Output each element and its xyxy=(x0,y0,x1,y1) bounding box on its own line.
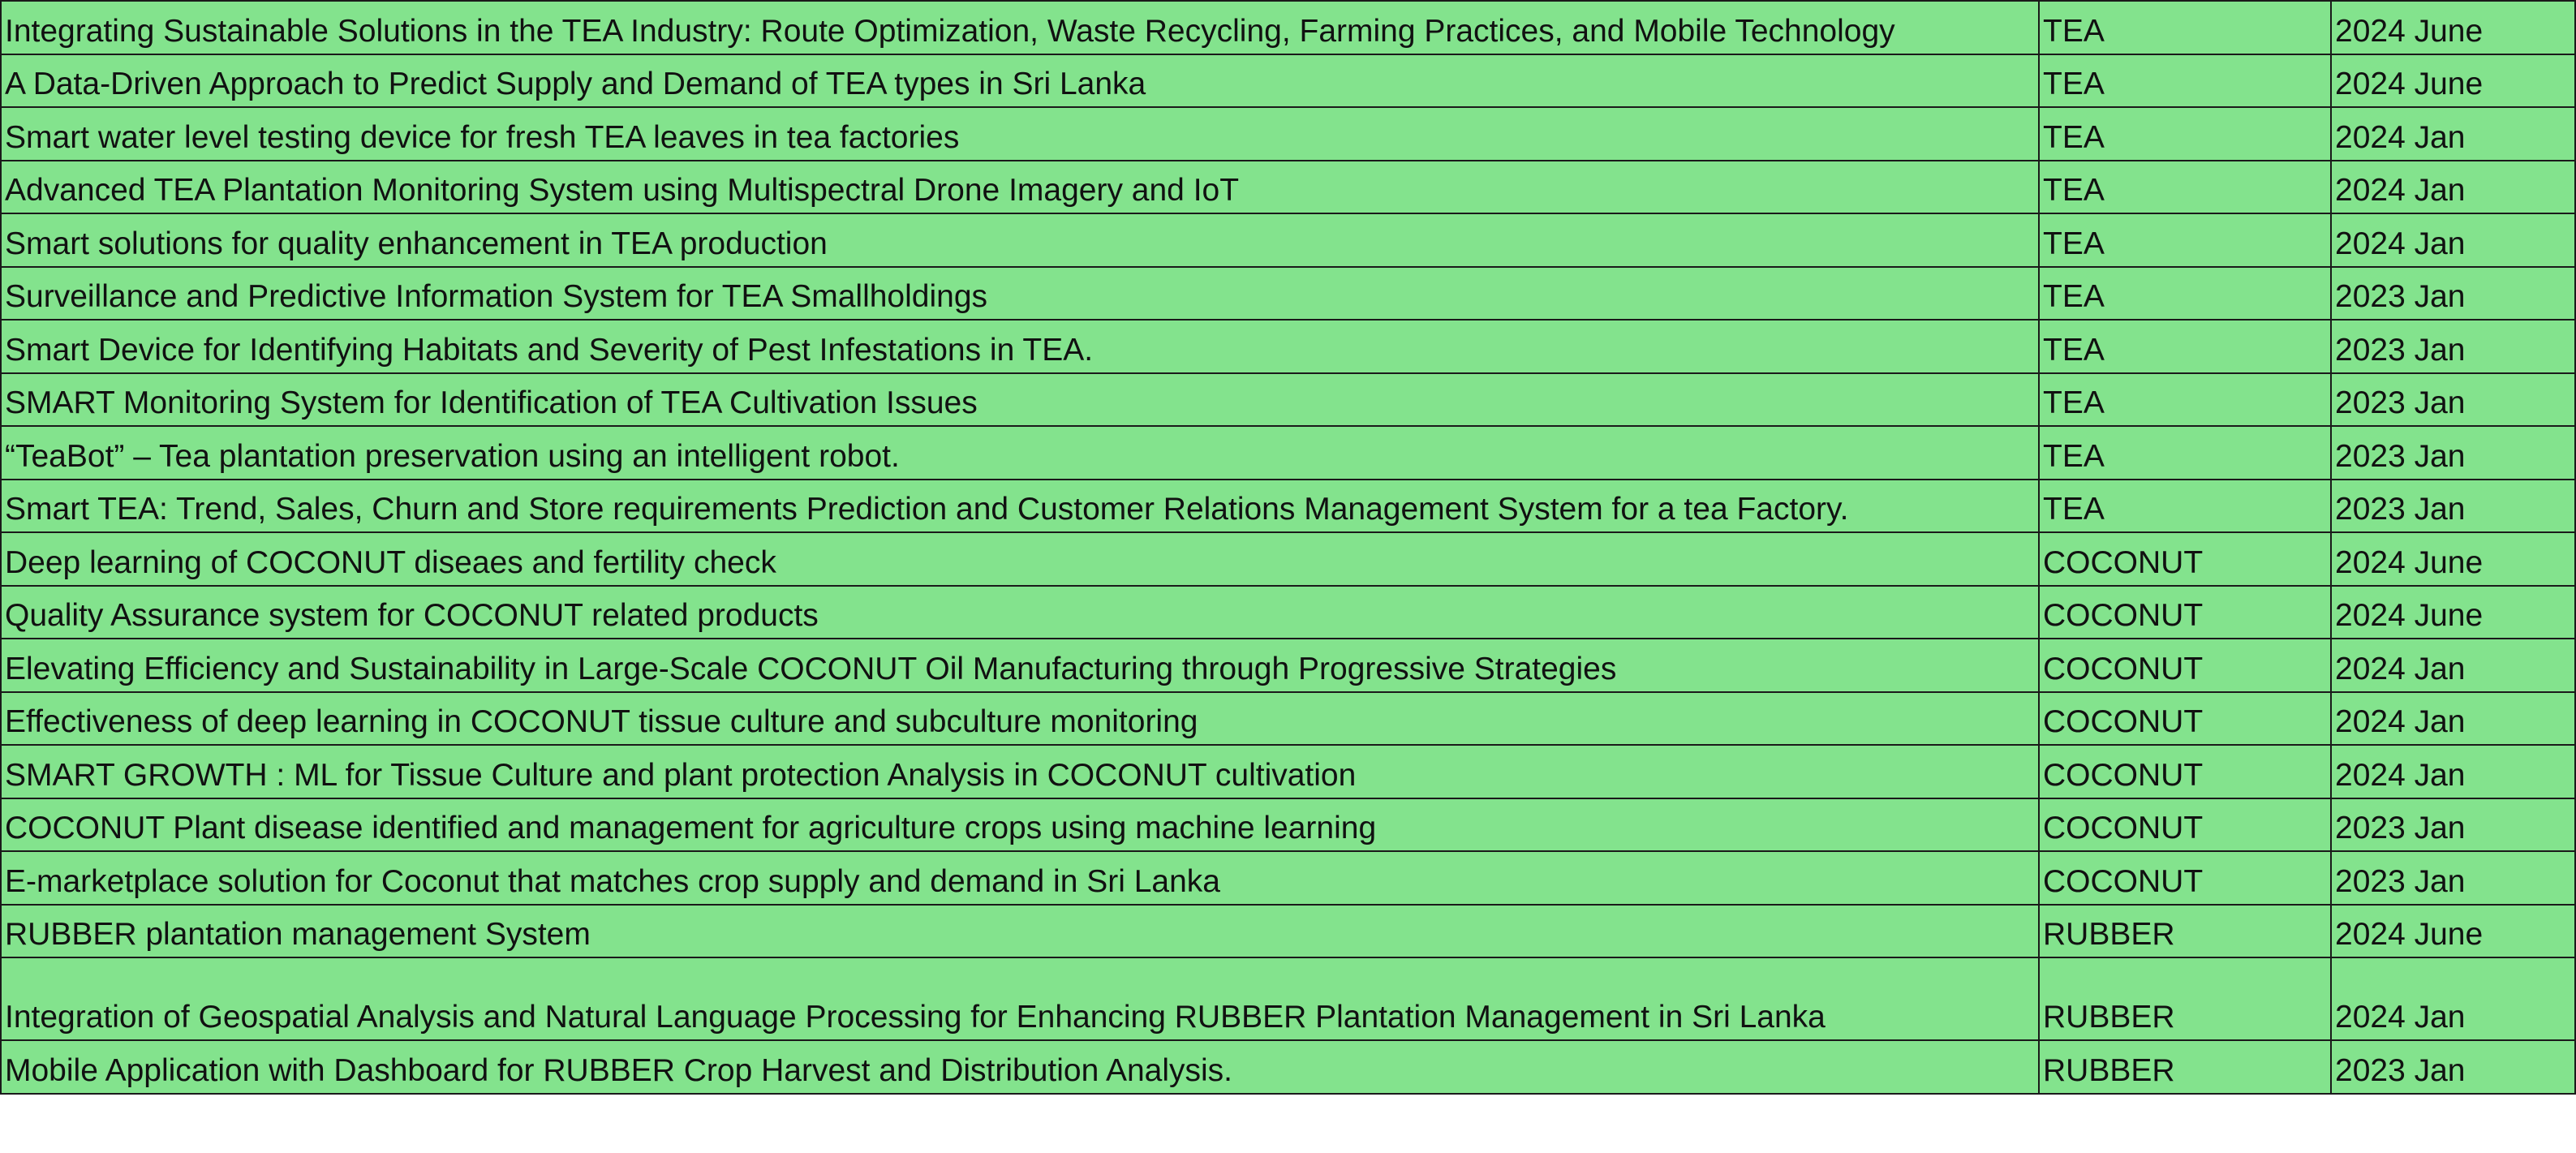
crop-cell[interactable]: COCONUT xyxy=(2038,744,2332,799)
project-title-cell[interactable]: Quality Assurance system for COCONUT rel… xyxy=(0,584,2040,639)
crop-cell[interactable]: COCONUT xyxy=(2038,691,2332,746)
project-title-cell[interactable]: Integration of Geospatial Analysis and N… xyxy=(0,957,2040,1041)
period-cell[interactable]: 2024 June xyxy=(2330,531,2576,587)
period-cell[interactable]: 2024 Jan xyxy=(2330,744,2576,799)
table-row: Elevating Efficiency and Sustainability … xyxy=(0,638,2576,693)
project-title-cell[interactable]: Advanced TEA Plantation Monitoring Syste… xyxy=(0,159,2040,214)
crop-cell[interactable]: TEA xyxy=(2038,53,2332,108)
table-row: A Data-Driven Approach to Predict Supply… xyxy=(0,53,2576,108)
table-row: RUBBER plantation management System RUBB… xyxy=(0,903,2576,958)
period-cell[interactable]: 2024 June xyxy=(2330,584,2576,639)
project-title-cell[interactable]: Smart Device for Identifying Habitats an… xyxy=(0,319,2040,374)
crop-cell[interactable]: COCONUT xyxy=(2038,638,2332,693)
table-row: Smart Device for Identifying Habitats an… xyxy=(0,319,2576,374)
crop-cell[interactable]: TEA xyxy=(2038,213,2332,268)
period-cell[interactable]: 2023 Jan xyxy=(2330,372,2576,427)
crop-cell[interactable]: COCONUT xyxy=(2038,797,2332,852)
period-cell[interactable]: 2024 Jan xyxy=(2330,159,2576,214)
table-row: Mobile Application with Dashboard for RU… xyxy=(0,1039,2576,1095)
crop-cell[interactable]: TEA xyxy=(2038,478,2332,533)
period-cell[interactable]: 2023 Jan xyxy=(2330,265,2576,321)
project-title-cell[interactable]: SMART Monitoring System for Identificati… xyxy=(0,372,2040,427)
period-cell[interactable]: 2023 Jan xyxy=(2330,478,2576,533)
crop-cell[interactable]: TEA xyxy=(2038,159,2332,214)
crop-cell[interactable]: COCONUT xyxy=(2038,584,2332,639)
project-title-cell[interactable]: SMART GROWTH : ML for Tissue Culture and… xyxy=(0,744,2040,799)
table-row: Smart TEA: Trend, Sales, Churn and Store… xyxy=(0,478,2576,533)
project-title-cell[interactable]: Smart water level testing device for fre… xyxy=(0,106,2040,161)
period-cell[interactable]: 2023 Jan xyxy=(2330,850,2576,906)
period-cell[interactable]: 2024 Jan xyxy=(2330,638,2576,693)
table-row: “TeaBot” – Tea plantation preservation u… xyxy=(0,425,2576,480)
period-cell[interactable]: 2024 June xyxy=(2330,53,2576,108)
table-row: COCONUT Plant disease identified and man… xyxy=(0,797,2576,852)
project-title-cell[interactable]: COCONUT Plant disease identified and man… xyxy=(0,797,2040,852)
crop-cell[interactable]: RUBBER xyxy=(2038,1039,2332,1095)
period-cell[interactable]: 2023 Jan xyxy=(2330,425,2576,480)
project-title-cell[interactable]: E-marketplace solution for Coconut that … xyxy=(0,850,2040,906)
table-row: SMART GROWTH : ML for Tissue Culture and… xyxy=(0,744,2576,799)
period-cell[interactable]: 2024 June xyxy=(2330,903,2576,958)
period-cell[interactable]: 2023 Jan xyxy=(2330,1039,2576,1095)
project-title-cell[interactable]: RUBBER plantation management System xyxy=(0,903,2040,958)
table-row: SMART Monitoring System for Identificati… xyxy=(0,372,2576,427)
table-row: Effectiveness of deep learning in COCONU… xyxy=(0,691,2576,746)
crop-cell[interactable]: COCONUT xyxy=(2038,850,2332,906)
table-row: Advanced TEA Plantation Monitoring Syste… xyxy=(0,159,2576,214)
project-title-cell[interactable]: Smart TEA: Trend, Sales, Churn and Store… xyxy=(0,478,2040,533)
project-title-cell[interactable]: Smart solutions for quality enhancement … xyxy=(0,213,2040,268)
crop-cell[interactable]: COCONUT xyxy=(2038,531,2332,587)
project-title-cell[interactable]: “TeaBot” – Tea plantation preservation u… xyxy=(0,425,2040,480)
table-row: Quality Assurance system for COCONUT rel… xyxy=(0,584,2576,639)
period-cell[interactable]: 2023 Jan xyxy=(2330,797,2576,852)
project-title-cell[interactable]: Surveillance and Predictive Information … xyxy=(0,265,2040,321)
period-cell[interactable]: 2024 Jan xyxy=(2330,213,2576,268)
project-title-cell[interactable]: Mobile Application with Dashboard for RU… xyxy=(0,1039,2040,1095)
table-row: Smart solutions for quality enhancement … xyxy=(0,213,2576,268)
crop-cell[interactable]: TEA xyxy=(2038,372,2332,427)
project-title-cell[interactable]: Integrating Sustainable Solutions in the… xyxy=(0,0,2040,55)
crop-cell[interactable]: TEA xyxy=(2038,0,2332,55)
table-row: Deep learning of COCONUT diseaes and fer… xyxy=(0,531,2576,587)
project-table: Integrating Sustainable Solutions in the… xyxy=(0,0,2576,1095)
crop-cell[interactable]: TEA xyxy=(2038,425,2332,480)
period-cell[interactable]: 2024 June xyxy=(2330,0,2576,55)
crop-cell[interactable]: TEA xyxy=(2038,106,2332,161)
table-row: Integration of Geospatial Analysis and N… xyxy=(0,957,2576,1041)
table-row: Surveillance and Predictive Information … xyxy=(0,265,2576,321)
table-row: Integrating Sustainable Solutions in the… xyxy=(0,0,2576,55)
period-cell[interactable]: 2023 Jan xyxy=(2330,319,2576,374)
crop-cell[interactable]: RUBBER xyxy=(2038,957,2332,1041)
crop-cell[interactable]: RUBBER xyxy=(2038,903,2332,958)
project-title-cell[interactable]: A Data-Driven Approach to Predict Supply… xyxy=(0,53,2040,108)
crop-cell[interactable]: TEA xyxy=(2038,319,2332,374)
table-row: E-marketplace solution for Coconut that … xyxy=(0,850,2576,906)
table-row: Smart water level testing device for fre… xyxy=(0,106,2576,161)
project-title-cell[interactable]: Effectiveness of deep learning in COCONU… xyxy=(0,691,2040,746)
crop-cell[interactable]: TEA xyxy=(2038,265,2332,321)
period-cell[interactable]: 2024 Jan xyxy=(2330,957,2576,1041)
project-title-cell[interactable]: Elevating Efficiency and Sustainability … xyxy=(0,638,2040,693)
period-cell[interactable]: 2024 Jan xyxy=(2330,691,2576,746)
project-title-cell[interactable]: Deep learning of COCONUT diseaes and fer… xyxy=(0,531,2040,587)
period-cell[interactable]: 2024 Jan xyxy=(2330,106,2576,161)
